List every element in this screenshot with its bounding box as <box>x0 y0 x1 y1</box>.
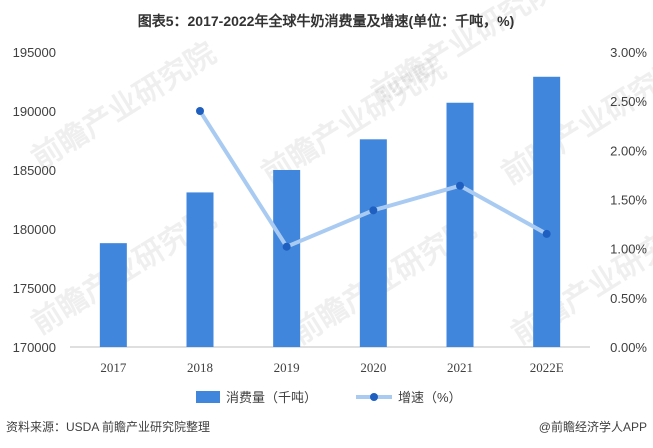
x-tick-label: 2021 <box>447 360 473 375</box>
line-series <box>196 107 551 251</box>
bar-2017 <box>99 243 127 347</box>
y-right-tick-label: 1.50% <box>610 193 647 208</box>
growth-point-2021 <box>456 181 464 190</box>
brand-credit: @前瞻经济学人APP <box>539 419 647 434</box>
x-tick-label: 2019 <box>274 360 300 375</box>
y-left-tick-label: 195000 <box>13 45 56 60</box>
bar-2019 <box>273 170 301 347</box>
x-tick-label: 2020 <box>360 360 386 375</box>
axes: 170000 175000 180000 185000 190000 195000 0.00… <box>13 45 648 355</box>
source-note: 资料来源：USDA 前瞻产业研究院整理 <box>6 419 210 434</box>
bar-2022E <box>533 76 561 347</box>
bar-2021 <box>446 102 474 348</box>
y-right-tick-label: 2.50% <box>610 94 647 109</box>
y-left-tick-label: 180000 <box>13 222 56 237</box>
y-right-tick-label: 1.00% <box>610 242 647 257</box>
x-tick-label: 2018 <box>187 360 213 375</box>
legend: 消费量（千吨） 增速（%） <box>196 390 462 405</box>
legend-line-marker <box>370 393 378 401</box>
y-right-tick-label: 0.50% <box>610 291 647 306</box>
y-left-tick-label: 185000 <box>13 163 56 178</box>
growth-point-2022E <box>542 229 551 238</box>
y-left-tick-label: 175000 <box>13 281 56 296</box>
watermark-text: 前瞻产业研究院 <box>506 211 653 351</box>
y-right-tick-label: 2.00% <box>610 143 647 158</box>
y-left-tick-label: 170000 <box>13 340 56 355</box>
bar-series <box>99 76 561 348</box>
watermark-text: 前瞻产业研究院 <box>496 51 653 191</box>
growth-point-2019 <box>282 242 291 251</box>
bar-2020 <box>359 139 387 347</box>
y-right-tick-label: 0.00% <box>610 340 647 355</box>
y-right-tick-label: 3.00% <box>610 45 647 60</box>
growth-point-2020 <box>369 206 378 215</box>
x-tick-label: 2022E <box>530 360 564 375</box>
y-left-tick-label: 190000 <box>13 104 56 119</box>
bar-2018 <box>186 192 214 347</box>
x-tick-label: 2017 <box>100 360 127 375</box>
x-axis-ticks: 2017 2018 2019 2020 2021 2022E <box>100 360 563 375</box>
growth-point-2018 <box>196 107 204 115</box>
legend-line-label: 增速（%） <box>398 390 462 405</box>
legend-bar-swatch <box>196 391 220 403</box>
chart-title: 图表5：2017-2022年全球牛奶消费量及增速(单位：千吨，%) <box>138 13 515 29</box>
legend-bar-label: 消费量（千吨） <box>226 390 317 405</box>
